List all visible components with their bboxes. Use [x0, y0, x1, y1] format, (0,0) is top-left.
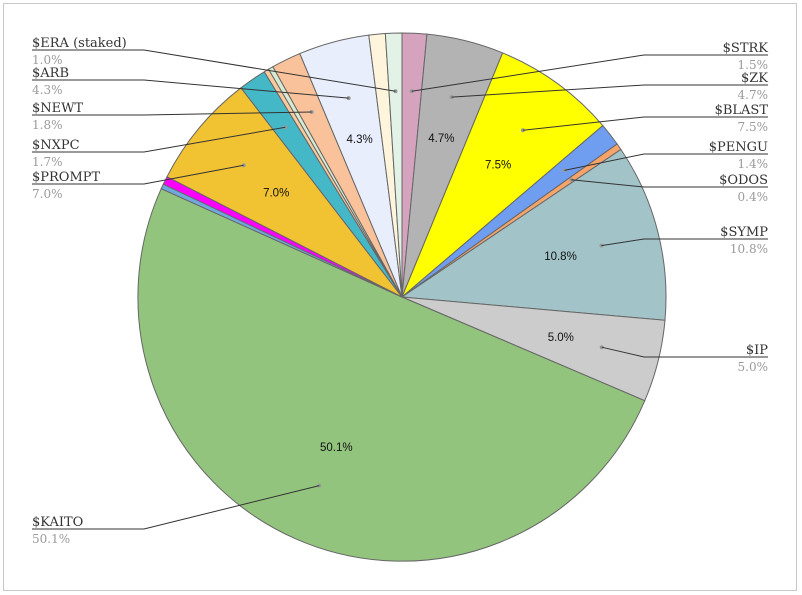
leader-line-blast: [522, 116, 768, 131]
label-pengu: $PENGU: [709, 140, 768, 155]
slice-pct-label-zk: 4.7%: [428, 133, 454, 145]
label-prompt: $PROMPT: [32, 170, 101, 185]
label-pct-nxpc: 1.7%: [32, 155, 63, 169]
label-zk: $ZK: [741, 71, 768, 86]
slice-pct-label-blast: 7.5%: [485, 160, 511, 172]
label-pct-kaito: 50.1%: [32, 532, 70, 546]
slice-blast[interactable]: [401, 52, 604, 298]
label-era-staked: $ERA (staked): [32, 36, 127, 51]
leader-line-kaito: [32, 485, 320, 530]
slice-symp[interactable]: [400, 148, 667, 321]
label-strk: $STRK: [723, 41, 769, 56]
leader-line-ip: [601, 346, 768, 358]
label-pct-odos: 0.4%: [738, 190, 769, 204]
label-pct-pengu: 1.4%: [738, 157, 769, 171]
label-odos: $ODOS: [719, 173, 768, 188]
pie-outer-labels: $STRK1.5%$ZK4.7%$BLAST7.5%$PENGU1.4%$ODO…: [32, 36, 768, 546]
slice-pct-label-prompt: 7.0%: [263, 187, 289, 199]
leader-line-arb: [32, 79, 349, 99]
label-pct-symp: 10.8%: [730, 242, 768, 256]
label-pct-zk: 4.7%: [738, 88, 769, 102]
leader-line-era-staked: [32, 49, 396, 92]
slice-prompt[interactable]: [166, 87, 403, 298]
label-pct-blast: 7.5%: [738, 120, 769, 134]
chart-frame: 4.7% 7.5% 10.8% 5.0% 50.1% 7.0% 4.3% $STRK 1.5%…: [3, 3, 797, 591]
label-pct-prompt: 7.0%: [32, 187, 63, 201]
pie-slices: [137, 32, 667, 562]
label-symp: $SYMP: [720, 225, 768, 240]
slice-pct-label-kaito: 50.1%: [320, 442, 353, 454]
label-pct-strk: 1.5%: [738, 58, 769, 72]
leader-line-zk: [451, 84, 768, 98]
label-pct-arb: 4.3%: [32, 83, 63, 97]
slice-pct-label-symp: 10.8%: [544, 251, 577, 263]
label-ip: $IP: [746, 343, 768, 358]
leader-line-odos: [571, 179, 768, 188]
label-arb: $ARB: [32, 66, 69, 81]
pie-leader-lines: [32, 49, 768, 530]
leader-line-newt: [32, 111, 312, 116]
leader-line-prompt: [32, 164, 244, 185]
label-kaito: $KAITO: [32, 515, 83, 530]
label-blast: $BLAST: [715, 103, 769, 118]
leader-line-pengu: [564, 153, 768, 171]
pie-chart: 4.7% 7.5% 10.8% 5.0% 50.1% 7.0% 4.3% $STRK 1.5%…: [32, 32, 768, 562]
label-pct-ip: 5.0%: [738, 360, 769, 374]
slice-pct-label-ip: 5.0%: [548, 332, 574, 344]
leader-line-symp: [601, 238, 768, 247]
label-pct-era-staked: 1.0%: [32, 53, 63, 67]
leader-line-nxpc: [32, 126, 286, 153]
label-newt: $NEWT: [32, 101, 83, 116]
slice-kaito[interactable]: [137, 188, 646, 562]
slice-era-staked[interactable]: [384, 32, 403, 298]
label-pct-newt: 1.8%: [32, 118, 63, 132]
pie-inner-labels: 4.7% 7.5% 10.8% 5.0% 50.1% 7.0% 4.3%: [263, 133, 577, 454]
leader-line-strk: [411, 54, 768, 92]
label-nxpc: $NXPC: [32, 138, 80, 153]
slice-pct-label-arb: 4.3%: [346, 134, 372, 146]
